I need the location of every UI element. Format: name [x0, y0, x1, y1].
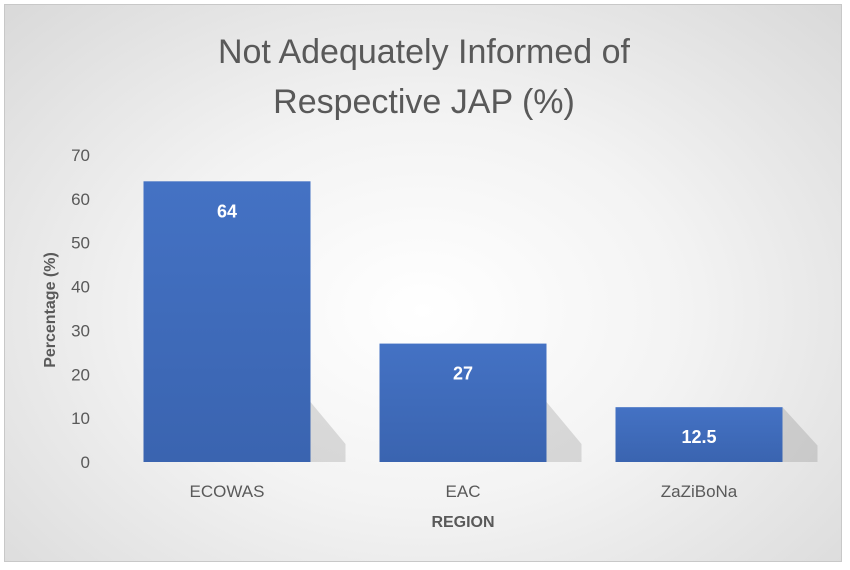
y-tick-label: 0	[81, 453, 90, 472]
category-label: ECOWAS	[190, 482, 265, 501]
y-axis-ticks: 0 10 20 30 40 50 60 70	[71, 146, 90, 472]
bar-shadow	[310, 402, 346, 462]
bar-shadow	[782, 407, 818, 462]
y-axis-title: Percentage (%)	[42, 252, 59, 368]
data-labels: 64 27 12.5	[217, 201, 717, 447]
data-label: 12.5	[681, 427, 716, 447]
y-tick-label: 30	[71, 321, 90, 340]
y-tick-label: 50	[71, 234, 90, 253]
bar-ecowas	[143, 181, 311, 463]
bar-eac	[379, 343, 547, 462]
chart-title-line-1: Not Adequately Informed of	[218, 33, 631, 71]
bar-shadows	[310, 402, 818, 462]
y-tick-label: 20	[71, 365, 90, 384]
data-label: 64	[217, 201, 237, 221]
chart-title-line-2: Respective JAP (%)	[273, 83, 575, 121]
y-tick-label: 10	[71, 409, 90, 428]
y-tick-label: 70	[71, 146, 90, 165]
bars	[143, 181, 783, 463]
y-tick-label: 40	[71, 278, 90, 297]
x-axis-title: REGION	[431, 514, 494, 531]
bar-shadow	[546, 402, 582, 462]
data-label: 27	[453, 364, 473, 384]
category-label: EAC	[446, 482, 481, 501]
category-label: ZaZiBoNa	[661, 482, 738, 501]
x-axis-categories: ECOWAS EAC ZaZiBoNa	[190, 482, 738, 501]
y-tick-label: 60	[71, 190, 90, 209]
bar-zazibona	[615, 407, 783, 462]
